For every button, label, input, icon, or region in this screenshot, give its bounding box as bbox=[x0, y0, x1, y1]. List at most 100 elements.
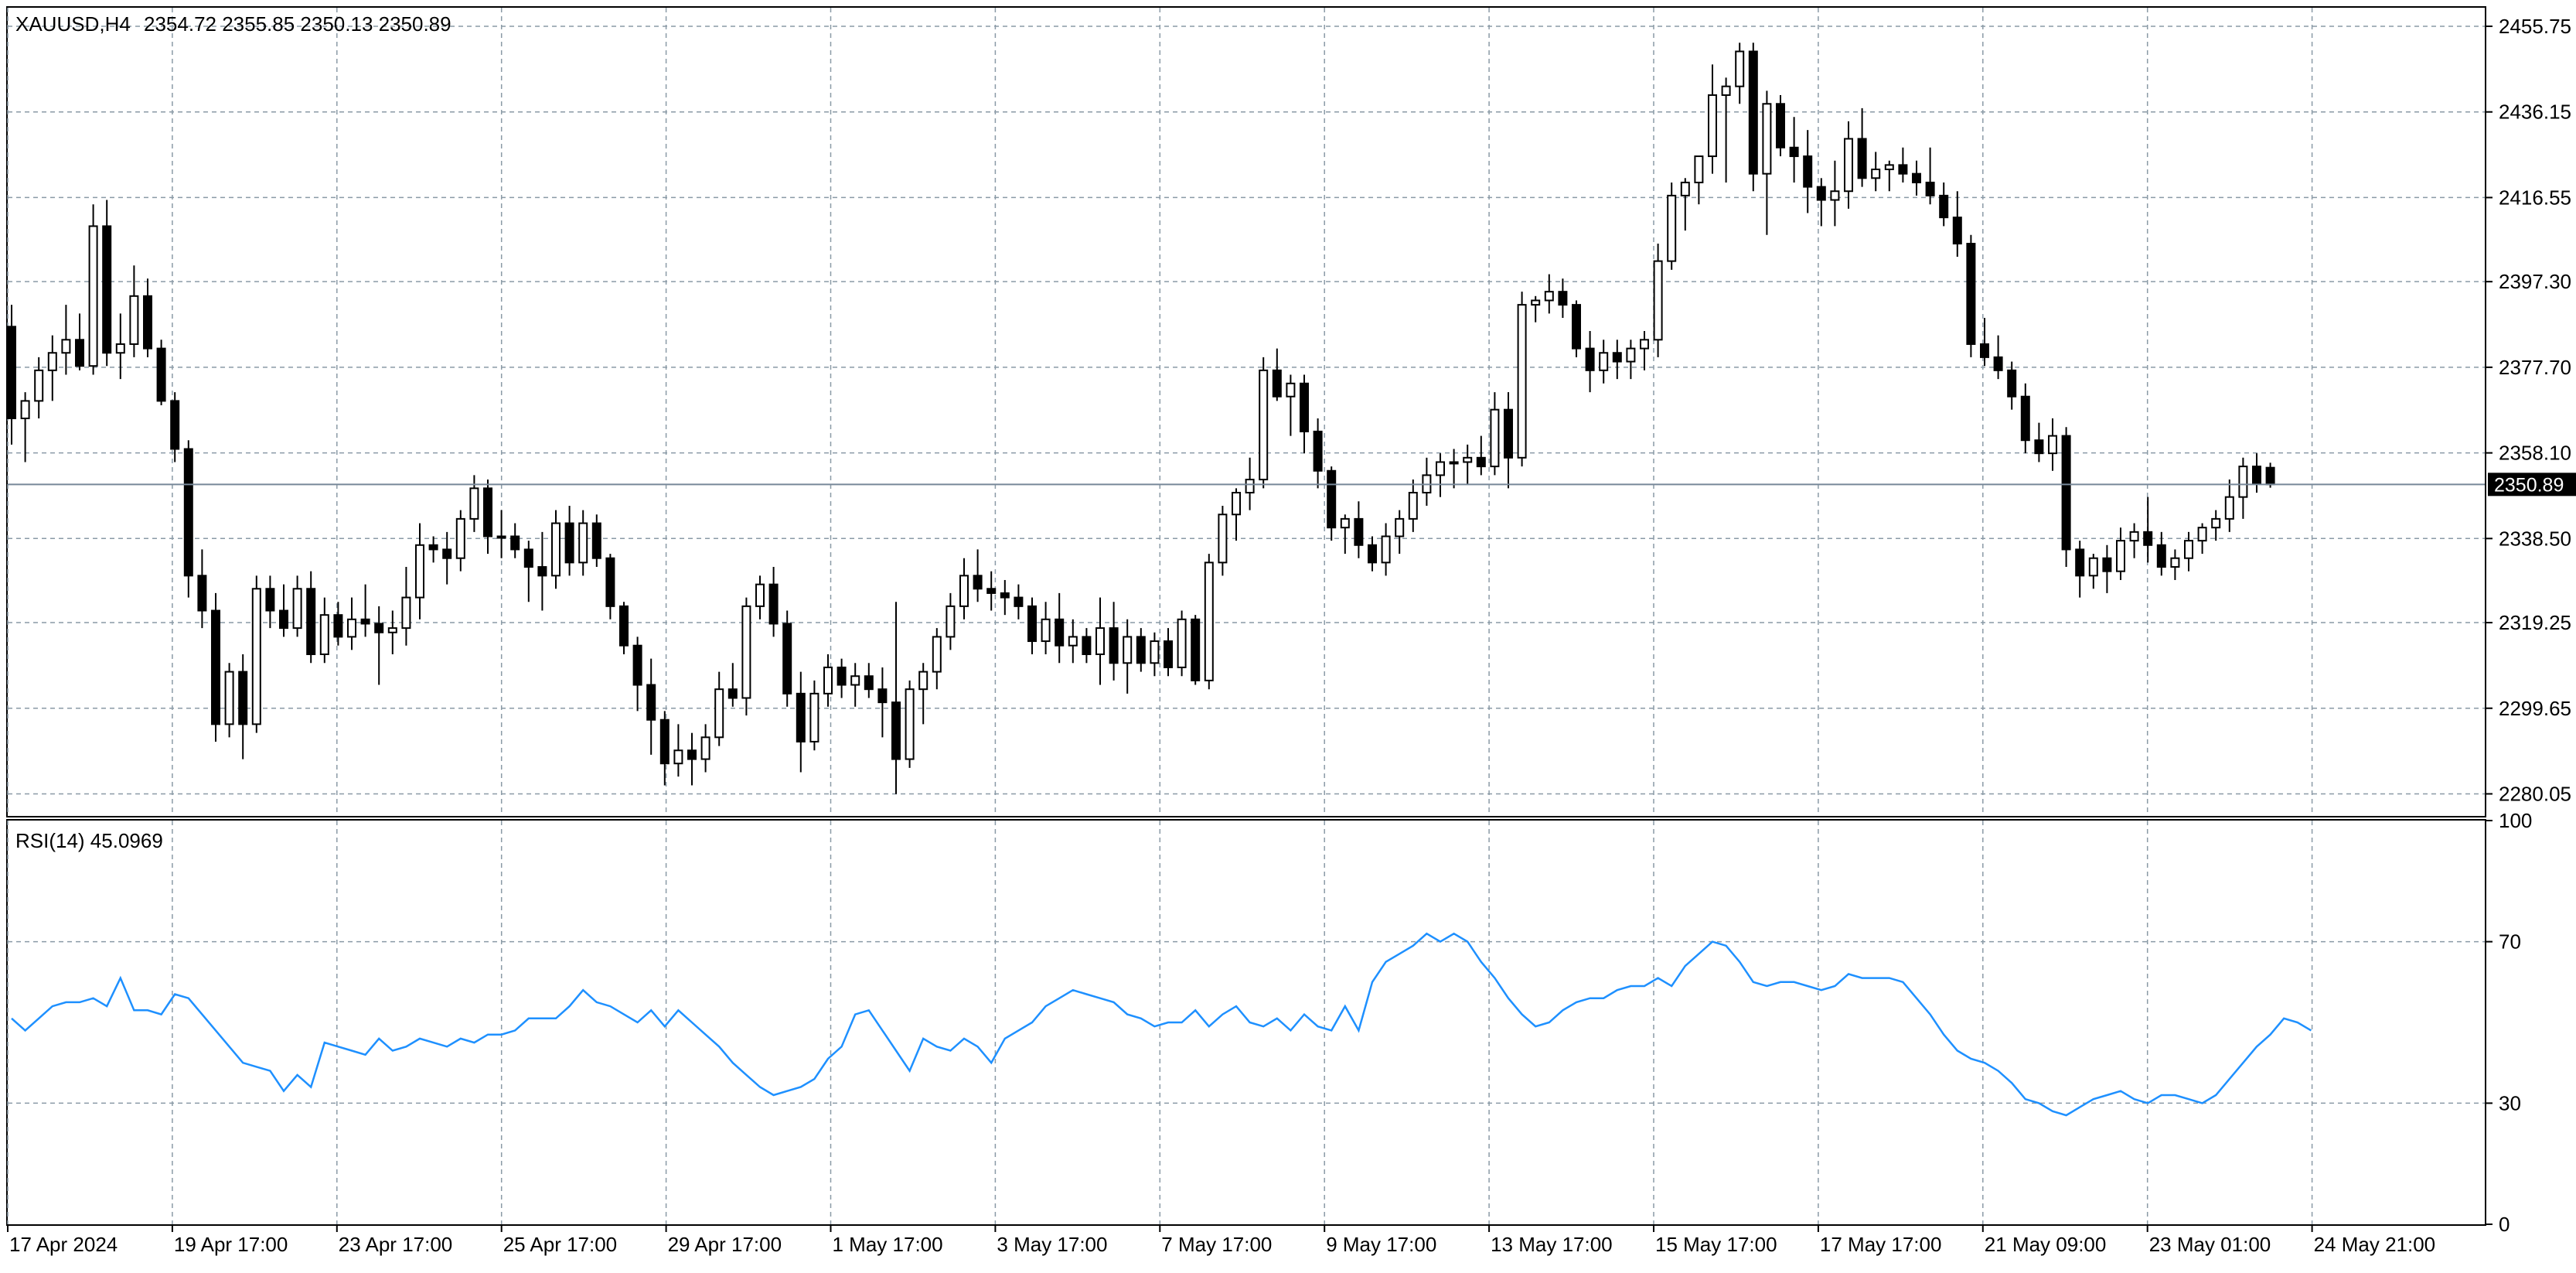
price-tick-label: 2319.25 bbox=[2499, 611, 2571, 634]
candle-bull bbox=[714, 688, 724, 739]
rsi-panel: 100 70 30 0 RSI(14) 45.0969 bbox=[6, 809, 2532, 1236]
candle-bull bbox=[2129, 531, 2139, 542]
price-tick-label: 2416.55 bbox=[2499, 186, 2571, 209]
rsi-header: RSI(14) 45.0969 bbox=[15, 829, 163, 852]
last-price-box bbox=[2488, 473, 2576, 497]
candle-bear bbox=[1952, 217, 1962, 245]
time-tick-label: 25 Apr 17:00 bbox=[503, 1233, 617, 1256]
time-tick-label: 13 May 17:00 bbox=[1491, 1233, 1613, 1256]
candle-bear bbox=[1300, 382, 1309, 432]
candle-bear bbox=[1789, 146, 1799, 158]
candle-bull bbox=[755, 583, 765, 607]
rsi-tick-label: 30 bbox=[2499, 1091, 2521, 1114]
candle-bear bbox=[1504, 408, 1513, 459]
candle-bull bbox=[1762, 103, 1772, 175]
candle-bull bbox=[1871, 169, 1881, 179]
candle-bear bbox=[1164, 640, 1173, 668]
candle-bull bbox=[1095, 627, 1105, 655]
candle-bull bbox=[1708, 94, 1717, 158]
time-tick-label: 19 Apr 17:00 bbox=[174, 1233, 288, 1256]
candle-bear bbox=[211, 609, 220, 725]
candle-bull bbox=[2238, 466, 2248, 498]
candle-bull bbox=[1667, 194, 1677, 262]
price-axis: 2455.75 2436.15 2416.55 2397.30 2377.70 2358.… bbox=[2486, 15, 2571, 805]
price-panel: 2455.75 2436.15 2416.55 2397.30 2377.70 2358.… bbox=[6, 6, 2576, 817]
candle-bear bbox=[782, 623, 792, 695]
candle-bull bbox=[455, 517, 465, 559]
candle-bear bbox=[279, 609, 288, 630]
candle-bull bbox=[2088, 557, 2098, 577]
candle-bear bbox=[7, 326, 16, 419]
candle-bear bbox=[727, 688, 738, 699]
candle-bull bbox=[2184, 540, 2193, 559]
candle-bull bbox=[387, 627, 397, 633]
candle-bull bbox=[1599, 352, 1609, 371]
candle-bull bbox=[809, 692, 819, 742]
candle-bull bbox=[2197, 527, 2207, 542]
candle-bull bbox=[1653, 260, 1663, 341]
candle-bear bbox=[619, 605, 629, 647]
candle-bull bbox=[415, 544, 424, 599]
candle-bull bbox=[1204, 561, 1214, 681]
candle-bull bbox=[741, 605, 751, 699]
time-tick-label: 29 Apr 17:00 bbox=[668, 1233, 782, 1256]
candle-bear bbox=[170, 400, 180, 450]
candle-bear bbox=[1558, 291, 1568, 306]
candle-bear bbox=[646, 684, 656, 721]
price-tick-label: 2377.70 bbox=[2499, 356, 2571, 379]
candle-bear bbox=[2102, 557, 2112, 572]
candle-bull bbox=[578, 522, 588, 564]
candle-bear bbox=[837, 666, 847, 686]
candle-bull bbox=[1286, 382, 1296, 398]
candle-bear bbox=[1857, 138, 1867, 179]
candle-bear bbox=[2075, 548, 2085, 577]
candle-bull bbox=[1218, 514, 1228, 564]
candle-bear bbox=[1816, 186, 1826, 201]
candle-bear bbox=[537, 566, 547, 577]
candle-bear bbox=[510, 535, 520, 551]
candle-bear bbox=[1993, 356, 2003, 371]
price-tick-label: 2358.10 bbox=[2499, 442, 2571, 465]
candle-bear bbox=[1925, 181, 1935, 196]
candle-bull bbox=[918, 671, 929, 691]
rsi-tick-label: 0 bbox=[2499, 1213, 2510, 1236]
candle-bear bbox=[102, 225, 112, 354]
candle-bear bbox=[197, 575, 207, 612]
candle-bull bbox=[1694, 155, 1704, 183]
candle-bear bbox=[1368, 544, 1377, 564]
candle-bull bbox=[551, 522, 561, 577]
candle-bear bbox=[1476, 456, 1486, 468]
candle-bull bbox=[129, 295, 139, 345]
candle-bear bbox=[2156, 544, 2166, 568]
time-tick-label: 17 May 17:00 bbox=[1820, 1233, 1942, 1256]
rsi-axis: 100 70 30 0 bbox=[2486, 809, 2532, 1236]
candle-bear bbox=[306, 588, 316, 655]
candle-bear bbox=[1966, 243, 1976, 345]
time-tick-label: 15 May 17:00 bbox=[1655, 1233, 1777, 1256]
time-tick-label: 17 Apr 2024 bbox=[9, 1233, 118, 1256]
candle-bull bbox=[1381, 535, 1391, 564]
candle-bear bbox=[1898, 164, 1908, 175]
candle-bull bbox=[1232, 492, 1241, 516]
candle-bull bbox=[1463, 456, 1473, 463]
candle-bull bbox=[1884, 164, 1894, 170]
candle-bull bbox=[1531, 299, 1541, 306]
candle-bull bbox=[2048, 435, 2057, 455]
rsi-tick-label: 70 bbox=[2499, 930, 2521, 954]
candle-bodies bbox=[7, 50, 2275, 765]
candle-bear bbox=[1327, 469, 1337, 529]
candle-bull bbox=[1735, 50, 1745, 87]
candle-bear bbox=[1803, 155, 1813, 188]
time-tick-label: 3 May 17:00 bbox=[997, 1233, 1107, 1256]
candle-bear bbox=[864, 675, 874, 691]
candle-bear bbox=[1585, 347, 1595, 371]
candle-bull bbox=[1408, 492, 1418, 520]
candle-bull bbox=[20, 400, 30, 419]
candle-bear bbox=[360, 618, 370, 625]
candle-bull bbox=[1395, 517, 1405, 538]
candle-bear bbox=[2034, 439, 2044, 455]
candle-bull bbox=[1640, 339, 1649, 350]
candle-bear bbox=[483, 487, 492, 538]
